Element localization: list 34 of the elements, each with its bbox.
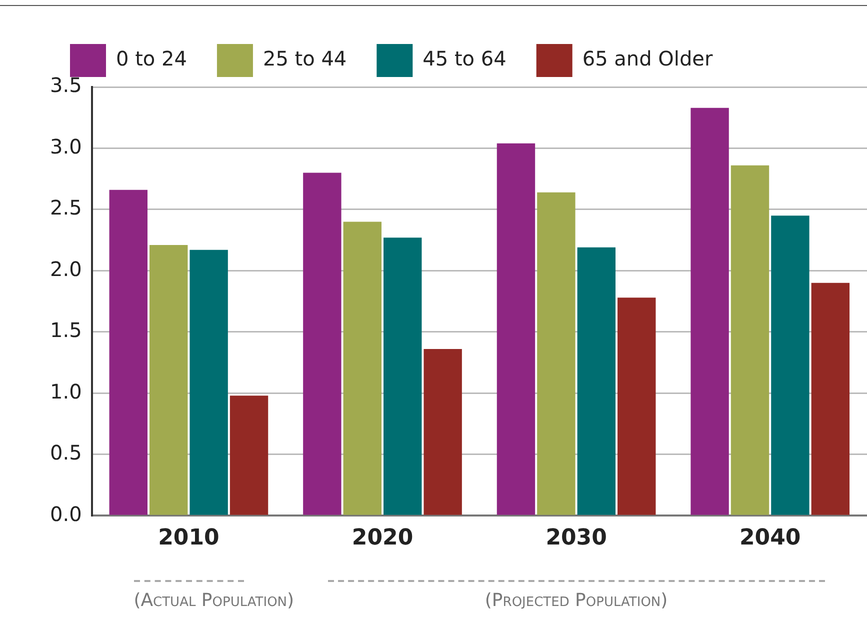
bar bbox=[690, 108, 729, 515]
bar bbox=[343, 222, 382, 515]
bar bbox=[537, 192, 576, 515]
y-tick-label: 3.5 bbox=[50, 73, 82, 98]
y-tick-label: 2.5 bbox=[50, 196, 82, 220]
y-tick-label: 0.0 bbox=[50, 502, 82, 526]
y-tick-label: 3.0 bbox=[50, 134, 82, 158]
x-tick-label: 2010 bbox=[158, 526, 220, 551]
x-tick-label: 2020 bbox=[352, 526, 414, 551]
bar bbox=[230, 396, 268, 515]
bar bbox=[303, 172, 342, 515]
text: (Projected Population) bbox=[328, 580, 826, 611]
y-tick-label: 0.5 bbox=[50, 440, 82, 465]
bar bbox=[424, 349, 462, 515]
x-tick-label: 2040 bbox=[739, 526, 801, 551]
bar bbox=[730, 165, 770, 515]
y-tick-label: 2.0 bbox=[50, 256, 82, 281]
y-tick-label: 1.5 bbox=[50, 318, 82, 342]
bar bbox=[109, 190, 148, 515]
x-tick-label: 2030 bbox=[546, 526, 607, 551]
bar bbox=[496, 143, 536, 515]
bar bbox=[190, 250, 228, 515]
legend-label: 25 to 44 bbox=[262, 46, 347, 71]
bar bbox=[771, 216, 810, 515]
legend-label: 45 to 64 bbox=[422, 46, 506, 71]
bar bbox=[150, 244, 188, 515]
y-tick-label: 1.0 bbox=[50, 379, 82, 404]
bar bbox=[384, 238, 422, 515]
bar bbox=[811, 282, 850, 515]
bar bbox=[618, 298, 656, 515]
legend-label: 0 to 24 bbox=[116, 46, 187, 71]
bar bbox=[577, 247, 616, 515]
legend-label: 65 and Older bbox=[582, 46, 714, 71]
text: (Actual Population) bbox=[134, 589, 294, 611]
